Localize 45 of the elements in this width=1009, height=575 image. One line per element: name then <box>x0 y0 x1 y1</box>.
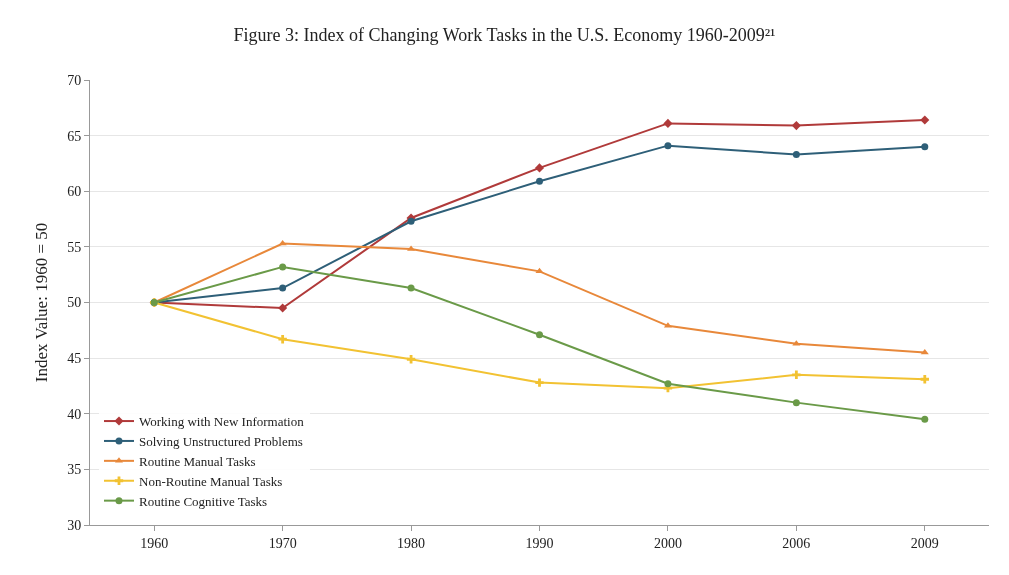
point <box>407 217 415 225</box>
point <box>792 370 801 380</box>
point <box>536 331 543 339</box>
x-tick-label: 2000 <box>653 535 682 551</box>
y-axis-title: Index Value: 1960 = 50 <box>31 222 51 383</box>
point <box>279 263 287 271</box>
point <box>663 118 673 128</box>
y-tick-label: 55 <box>67 239 82 255</box>
legend-label: Solving Unstructured Problems <box>138 434 303 450</box>
point <box>278 335 287 344</box>
y-tick-label: 50 <box>67 295 82 311</box>
point <box>920 375 929 384</box>
chart-title: Figure 3: Index of Changing Work Tasks in the U.S. Economy 1960-2009²¹ <box>233 25 776 46</box>
y-tick-label: 45 <box>67 351 82 367</box>
x-tick-label: 1980 <box>397 535 426 551</box>
x-tick-label: 1990 <box>525 535 554 551</box>
point <box>792 399 800 407</box>
x-tick-label: 1970 <box>268 535 297 551</box>
point <box>921 143 929 151</box>
legend-label: Non-Routine Manual Tasks <box>138 473 283 489</box>
y-tick-label: 60 <box>67 184 82 200</box>
y-tick-label: 35 <box>67 462 82 478</box>
point <box>664 142 672 150</box>
legend-label: Routine Manual Tasks <box>138 453 256 469</box>
point <box>791 121 801 131</box>
x-tick-label: 2009 <box>910 535 939 551</box>
point <box>921 415 929 423</box>
legend-label: Working with New Information <box>138 414 305 430</box>
point <box>920 115 930 125</box>
y-tick-label: 65 <box>67 128 82 144</box>
y-tick-label: 70 <box>67 72 82 88</box>
point <box>792 151 800 159</box>
point <box>535 267 544 274</box>
legend-label: Routine Cognitive Tasks <box>138 493 268 509</box>
y-tick-label: 40 <box>67 406 82 422</box>
point <box>664 380 672 388</box>
x-tick-label: 1960 <box>140 535 169 551</box>
point <box>407 284 415 292</box>
point <box>534 163 545 173</box>
point <box>536 177 543 185</box>
point <box>278 303 288 313</box>
point <box>535 378 544 387</box>
x-tick-label: 2006 <box>782 535 811 551</box>
point <box>279 284 287 292</box>
y-tick-label: 30 <box>67 517 82 533</box>
